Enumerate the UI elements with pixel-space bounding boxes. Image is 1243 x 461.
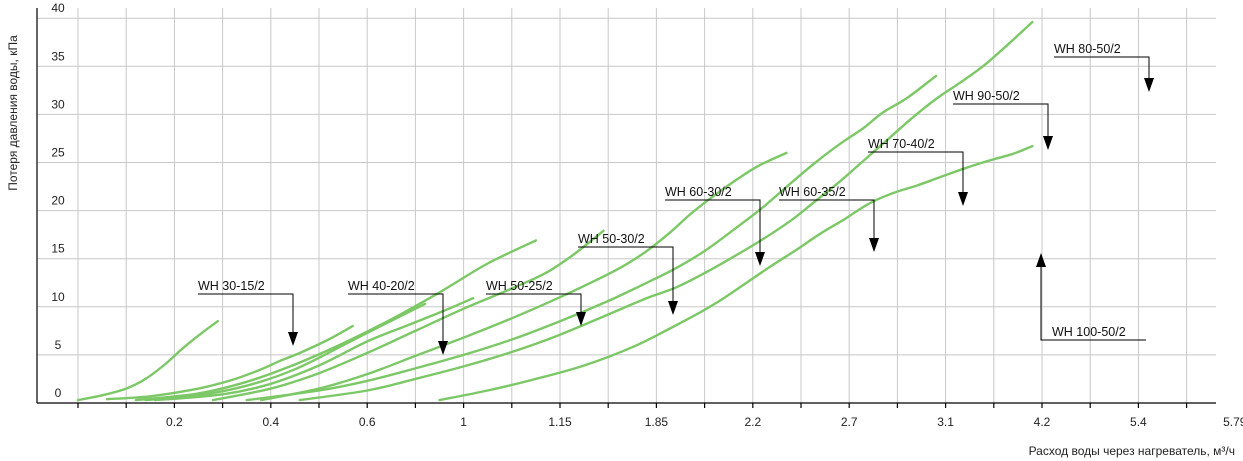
- y-tick-label: 40: [51, 1, 65, 15]
- label-arrow: [668, 301, 678, 315]
- y-tick-label: 0: [55, 386, 62, 400]
- grid: [37, 8, 1216, 404]
- series-line: [260, 151, 788, 402]
- series-label-text: WH 100-50/2: [1052, 325, 1126, 339]
- series-label-text: WH 60-30/2: [665, 185, 732, 199]
- series-line: [438, 144, 1034, 402]
- label-leader: [868, 151, 964, 194]
- series-label: WH 50-25/2: [486, 279, 586, 326]
- x-axis-label: Расход воды через нагреватель, м³/ч: [1029, 444, 1235, 458]
- y-tick-label: 5: [55, 338, 62, 352]
- x-tick-label: 2.2: [744, 415, 761, 429]
- x-tick-label: 5.4: [1130, 415, 1147, 429]
- label-leader: [198, 293, 294, 334]
- series-label-text: WH 80-50/2: [1054, 42, 1121, 56]
- series-line: [298, 20, 1034, 402]
- y-axis-label: Потеря давления воды, кПа: [6, 35, 20, 191]
- x-tick-label: 0.2: [166, 415, 183, 429]
- series-line: [105, 324, 354, 401]
- label-leader: [348, 293, 444, 343]
- label-leader: [578, 246, 674, 303]
- tick-labels: 0 5 10 15 20 25 30 35 40 0.2 0.4 0.6 1 1.15 1.85 2.2 2.7…: [51, 1, 1243, 429]
- series-label: WH 50-30/2: [578, 232, 678, 315]
- series-line: [211, 229, 605, 402]
- label-leader: [1054, 56, 1150, 80]
- series-line: [76, 320, 219, 402]
- series-label-text: WH 40-20/2: [348, 279, 415, 293]
- label-leader: [953, 103, 1049, 138]
- series-label-text: WH 70-40/2: [868, 137, 935, 151]
- series-label: WH 90-50/2: [953, 89, 1053, 150]
- label-arrow: [958, 192, 968, 206]
- series-label: WH 30-15/2: [198, 279, 298, 346]
- label-arrow: [288, 332, 298, 346]
- series-label-text: WH 90-50/2: [953, 89, 1020, 103]
- x-tick-label: 2.7: [841, 415, 858, 429]
- label-leader: [1040, 265, 1146, 341]
- x-tick-label: 1.15: [548, 415, 572, 429]
- series-line: [153, 296, 475, 402]
- y-tick-label: 30: [51, 97, 65, 111]
- axes: [36, 8, 1216, 404]
- y-tick-label: 35: [51, 49, 65, 63]
- series-label: WH 100-50/2: [1036, 253, 1146, 341]
- y-tick-label: 25: [51, 146, 65, 160]
- series: [76, 20, 1034, 402]
- label-arrow: [438, 341, 448, 355]
- series-line: [134, 239, 538, 402]
- series-label: WH 70-40/2: [868, 137, 968, 206]
- series-line: [144, 302, 427, 402]
- series-labels: WH 30-15/2 WH 40-20/2 WH 50-25/2 WH 50-30/2…: [198, 42, 1154, 355]
- label-arrow: [869, 238, 879, 252]
- series-label-text: WH 50-25/2: [486, 279, 553, 293]
- label-arrow: [755, 252, 765, 266]
- label-arrow: [1043, 136, 1053, 150]
- series-line: [245, 74, 938, 402]
- x-tick-label: 4.2: [1034, 415, 1051, 429]
- label-leader: [486, 293, 582, 314]
- series-label-text: WH 50-30/2: [578, 232, 645, 246]
- series-label: WH 40-20/2: [348, 279, 448, 355]
- y-tick-label: 15: [51, 242, 65, 256]
- series-label: WH 80-50/2: [1054, 42, 1154, 92]
- label-arrow: [1036, 253, 1046, 267]
- x-tick-label: 1.85: [645, 415, 669, 429]
- label-arrow: [576, 312, 586, 326]
- y-tick-label: 20: [51, 194, 65, 208]
- series-label-text: WH 60-35/2: [779, 185, 846, 199]
- x-tick-label: 0.6: [359, 415, 376, 429]
- series-label: WH 60-35/2: [779, 185, 879, 252]
- series-label-text: WH 30-15/2: [198, 279, 265, 293]
- y-tick-label: 10: [51, 290, 65, 304]
- x-tick-label: 3.1: [937, 415, 954, 429]
- label-leader: [779, 199, 875, 240]
- series-label: WH 60-30/2: [665, 185, 765, 266]
- x-tick-label: 5.79: [1223, 415, 1243, 429]
- label-arrow: [1144, 78, 1154, 92]
- label-leader: [665, 199, 761, 254]
- x-tick-label: 1: [460, 415, 467, 429]
- x-tick-label: 0.4: [262, 415, 279, 429]
